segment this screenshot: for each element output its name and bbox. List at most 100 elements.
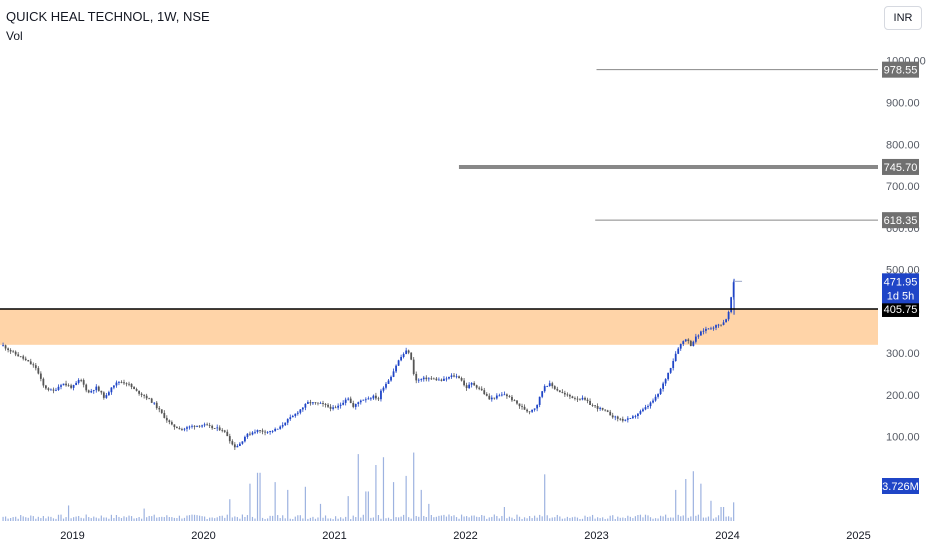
candle-body (463, 380, 465, 386)
candle-body (422, 377, 425, 380)
candle-body (445, 378, 448, 380)
candle-body (143, 394, 146, 396)
volume-bar (561, 518, 563, 521)
candle-body (241, 441, 244, 444)
volume-bar (259, 472, 261, 521)
volume-bar (463, 516, 465, 521)
x-tick-label: 2022 (453, 530, 477, 542)
volume-bar (60, 514, 62, 521)
volume-indicator-label[interactable]: Vol (6, 29, 23, 43)
candle-body (344, 399, 347, 403)
candle-body (309, 402, 312, 404)
candle-body (24, 358, 27, 361)
candle-body (317, 402, 319, 404)
volume-bar (423, 515, 425, 521)
candle-body (664, 379, 667, 384)
candle-body (634, 415, 637, 417)
candle-body (34, 365, 37, 369)
current-price-tag-bg (882, 273, 919, 304)
volume-bar (78, 515, 80, 521)
candle-body (498, 395, 501, 397)
volume-bar (171, 517, 173, 521)
volume-bar (559, 516, 561, 521)
volume-bar (22, 516, 24, 521)
candle-body (405, 350, 408, 354)
volume-bar (665, 514, 667, 521)
volume-bar (95, 517, 97, 521)
volume-bar (589, 516, 591, 521)
candle-body (415, 373, 418, 381)
candle-body (269, 430, 272, 432)
volume-bar (284, 518, 286, 521)
volume-bar (413, 452, 415, 521)
volume-bar (624, 518, 626, 521)
candle-body (130, 383, 133, 388)
volume-bar (186, 515, 188, 521)
volume-bar (675, 489, 677, 521)
volume-bar (236, 517, 238, 521)
volume-bar (438, 515, 440, 521)
candle-body (304, 403, 307, 408)
volume-bar (400, 516, 402, 521)
volume-bar (166, 515, 168, 521)
candle-body (369, 398, 372, 400)
volume-bar (249, 483, 251, 521)
volume-bar (506, 518, 508, 521)
candle-body (385, 383, 387, 388)
candle-body (62, 383, 65, 386)
currency-button[interactable]: INR (884, 6, 922, 30)
candle-body (528, 411, 531, 413)
volume-bar (57, 514, 60, 521)
candle-body (226, 431, 229, 437)
candle-body (725, 319, 727, 323)
candle-body (2, 345, 4, 347)
candle-body (727, 311, 730, 320)
candle-body (536, 404, 539, 409)
volume-bar (599, 518, 601, 521)
candle-body (90, 391, 93, 393)
candle-body (430, 378, 433, 380)
volume-bar (428, 503, 430, 521)
volume-bar (730, 517, 732, 521)
volume-bar (113, 518, 115, 521)
candle-body (327, 404, 329, 407)
candle-body (526, 409, 528, 412)
volume-bar (27, 517, 29, 521)
candle-body (556, 388, 559, 391)
volume-bar (430, 514, 432, 521)
volume-bar (546, 515, 548, 521)
candle-body (667, 372, 670, 380)
candle-body (223, 430, 226, 432)
volume-bar (178, 515, 181, 521)
candle-body (319, 403, 322, 404)
candle-body (684, 339, 687, 342)
candle-body (443, 378, 445, 381)
volume-bar (176, 518, 178, 521)
volume-bar (637, 514, 639, 521)
volume-bar (297, 515, 299, 521)
candle-body (485, 394, 488, 396)
candle-body (390, 376, 392, 381)
candle-body (563, 392, 566, 395)
volume-bar (483, 515, 485, 521)
volume-bar (198, 515, 201, 521)
candle-body (100, 390, 103, 393)
symbol-title: QUICK HEAL TECHNOL, 1W, NSE (6, 9, 210, 24)
volume-bar (120, 518, 123, 521)
x-tick-label: 2025 (846, 530, 870, 542)
candle-body (191, 425, 193, 427)
candle-body (216, 427, 219, 429)
candle-body (558, 390, 561, 393)
candle-body (478, 387, 481, 389)
volume-bar (216, 517, 218, 521)
volume-bar (352, 515, 354, 521)
volume-tag: 3.726M (882, 481, 919, 493)
candle-body (710, 328, 712, 330)
volume-bar (657, 518, 659, 521)
candle-body (357, 402, 360, 405)
candle-body (672, 360, 675, 369)
candle-body (574, 398, 576, 399)
volume-bar (196, 515, 198, 521)
volume-bar (337, 518, 339, 521)
